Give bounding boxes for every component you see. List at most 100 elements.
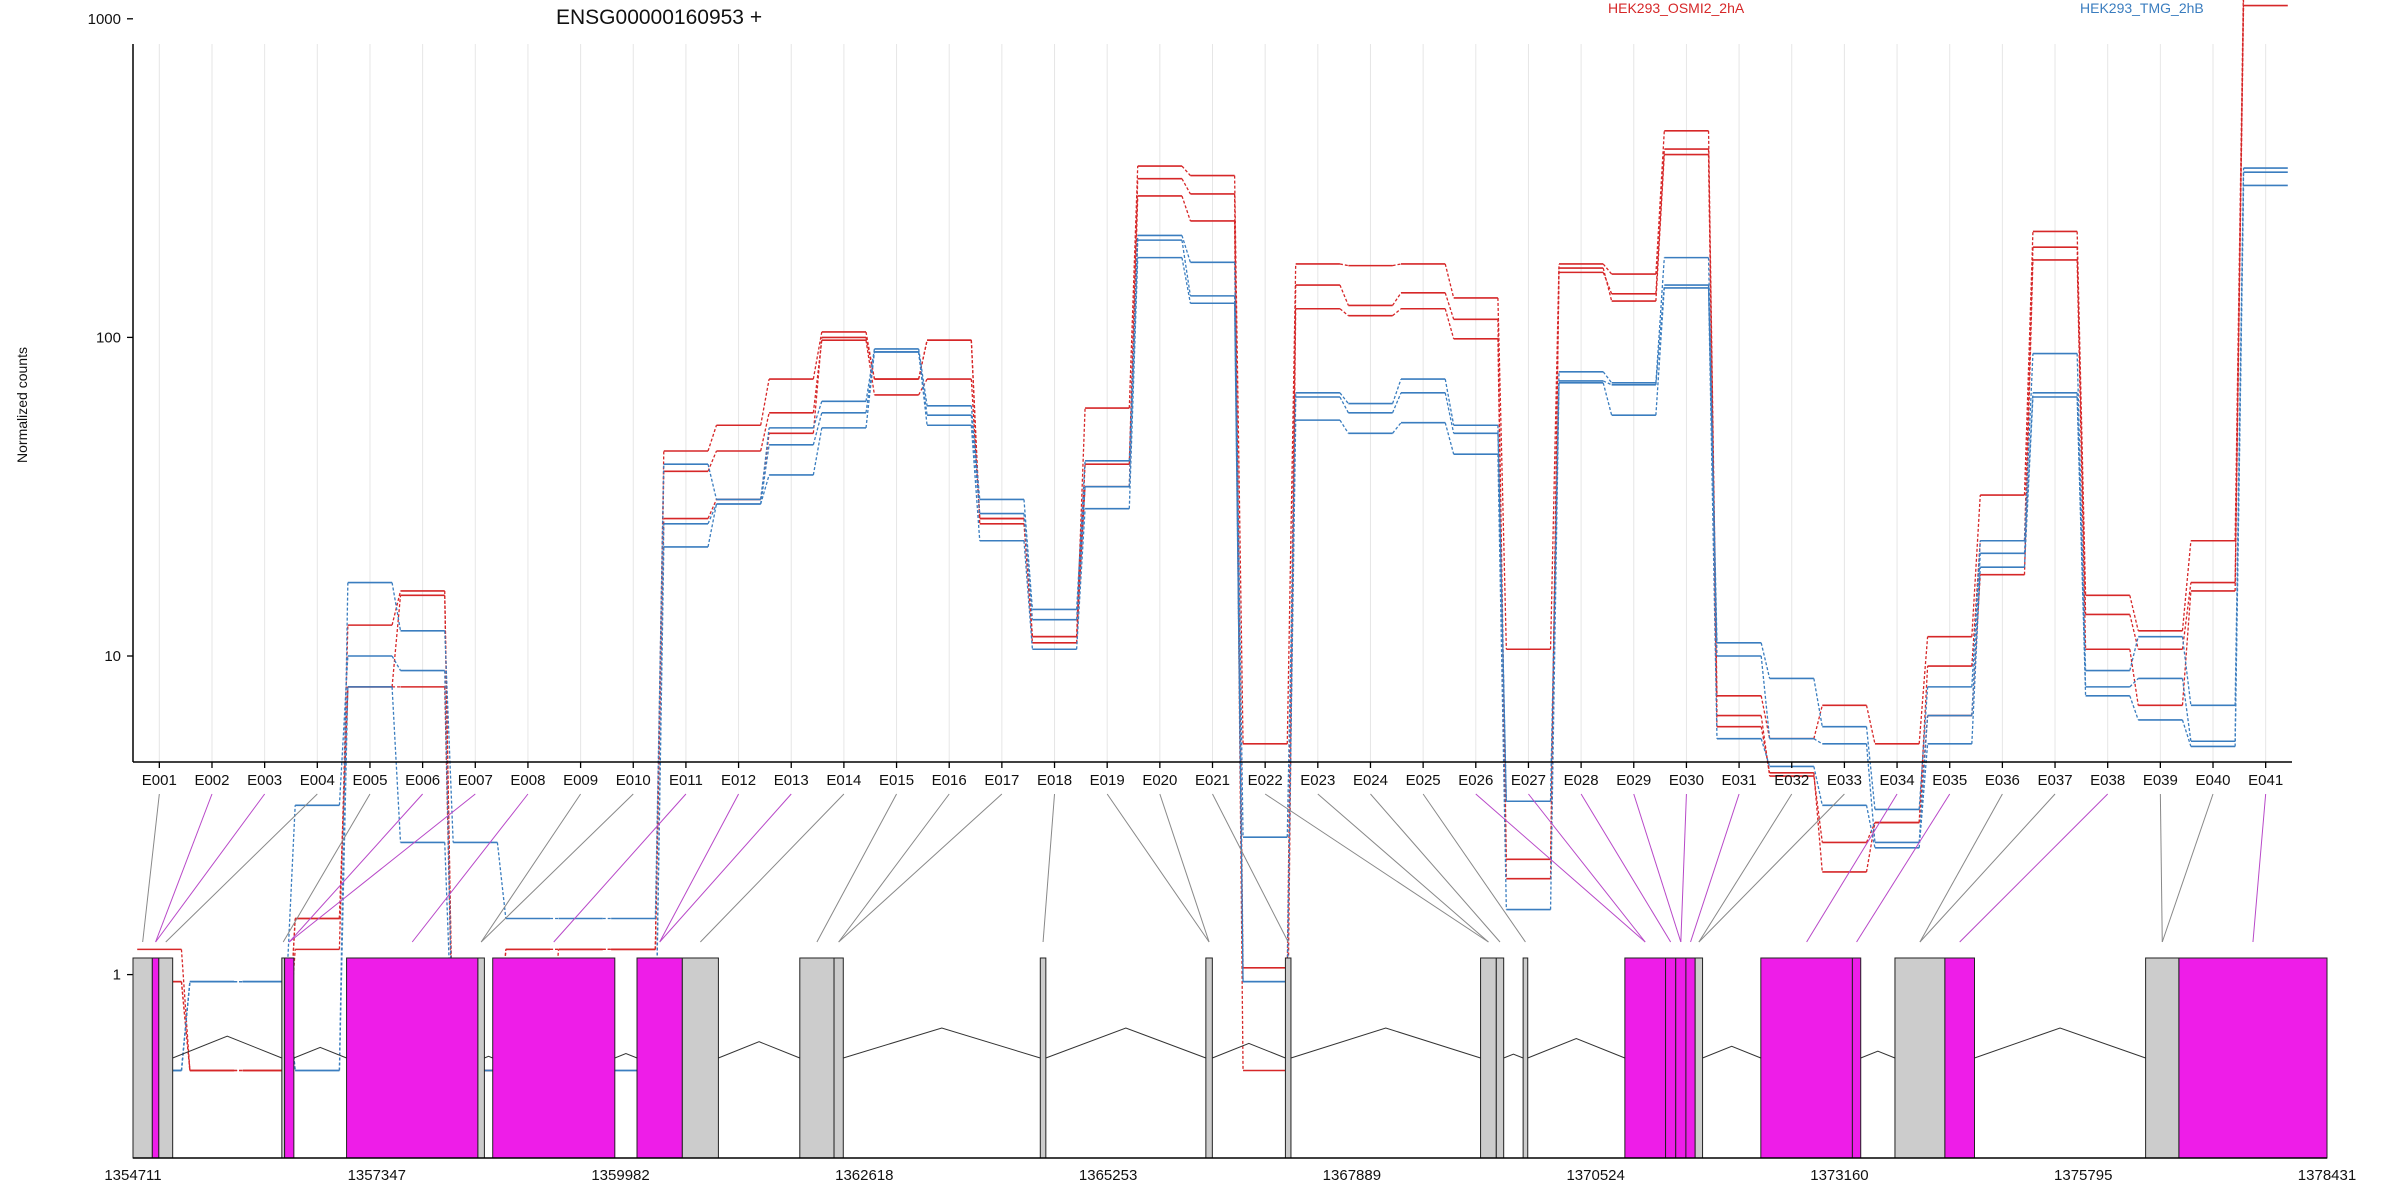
intron-line xyxy=(1503,1053,1524,1059)
bin-label: E025 xyxy=(1406,772,1441,789)
bin-label: E030 xyxy=(1669,772,1704,789)
bin-connector xyxy=(816,793,897,943)
series-connector xyxy=(2234,5,2245,591)
noncoding-block xyxy=(132,957,153,1159)
series-connector xyxy=(1918,636,1929,744)
bin-label: E023 xyxy=(1300,772,1335,789)
genomic-tick-label: 1359982 xyxy=(591,1167,649,1184)
bin-connector xyxy=(1159,793,1210,943)
bin-connector xyxy=(700,793,845,943)
series-connector xyxy=(1707,285,1718,657)
series-connector xyxy=(1971,540,1981,687)
bin-label: E035 xyxy=(1932,772,1967,789)
bin-connector xyxy=(1856,793,1951,943)
bin-label: E007 xyxy=(458,772,493,789)
series-connector xyxy=(1023,540,1034,650)
bin-connector xyxy=(1317,793,1489,943)
series-connector xyxy=(1655,284,1665,385)
series-connector xyxy=(180,949,191,1071)
series-connector xyxy=(1181,240,1192,296)
intron-line xyxy=(1974,1027,2146,1059)
bin-label: E017 xyxy=(984,772,1019,789)
genomic-tick-label: 1362618 xyxy=(835,1167,893,1184)
exon-block xyxy=(1760,957,1853,1159)
series-connector xyxy=(1549,382,1560,910)
series-connector xyxy=(1971,495,1981,637)
series-connector xyxy=(1075,508,1086,650)
bin-connector xyxy=(659,793,740,943)
noncoding-block xyxy=(1039,957,1047,1159)
series-connector xyxy=(707,464,718,500)
series-connector xyxy=(1497,297,1507,650)
series-connector xyxy=(1865,726,1876,810)
series-connector xyxy=(1549,380,1560,802)
series-connector xyxy=(1602,380,1612,386)
genomic-tick-label: 1373160 xyxy=(1810,1167,1868,1184)
series-connector xyxy=(2181,590,2192,706)
bin-label: E026 xyxy=(1458,772,1493,789)
bin-label: E033 xyxy=(1827,772,1862,789)
y-tick-label: 10 xyxy=(104,648,121,665)
noncoding-block xyxy=(1205,957,1213,1159)
series-connector xyxy=(865,337,876,380)
exon-block xyxy=(492,957,616,1159)
intron-line xyxy=(718,1041,800,1059)
bin-label: E006 xyxy=(405,772,440,789)
exon-block xyxy=(1665,957,1677,1159)
series-connector xyxy=(1128,195,1139,487)
bin-connector xyxy=(1580,793,1672,943)
series-connector xyxy=(391,686,402,843)
series-connector xyxy=(1392,308,1402,317)
bin-connector xyxy=(2252,793,2267,943)
genomic-tick-label: 1370524 xyxy=(1566,1167,1624,1184)
series-connector xyxy=(1444,263,1455,299)
series-connector xyxy=(2234,185,2245,747)
series-connector xyxy=(1181,257,1192,304)
bin-label: E027 xyxy=(1511,772,1546,789)
bin-connector xyxy=(1370,793,1501,943)
bin-label: E009 xyxy=(563,772,598,789)
series-connector xyxy=(286,805,296,982)
bin-connector xyxy=(1633,793,1682,943)
series-connector xyxy=(1233,193,1244,968)
series-connector xyxy=(1181,235,1192,263)
series-connector xyxy=(1760,695,1771,739)
intron-line xyxy=(1290,1027,1481,1059)
series-connector xyxy=(1760,642,1771,679)
bin-label: E012 xyxy=(721,772,756,789)
series-connector xyxy=(812,337,823,434)
noncoding-block xyxy=(799,957,835,1159)
genomic-tick-label: 1378431 xyxy=(2298,1167,2356,1184)
intron-line xyxy=(614,1053,638,1059)
series-connector xyxy=(1497,433,1507,802)
series-connector xyxy=(1655,287,1665,416)
bin-label: E008 xyxy=(510,772,545,789)
series-connector xyxy=(1918,743,1929,848)
genomic-tick-label: 1367889 xyxy=(1323,1167,1381,1184)
bin-label: E021 xyxy=(1195,772,1230,789)
series-connector xyxy=(1391,392,1402,414)
exon-block xyxy=(636,957,683,1159)
bin-label: E018 xyxy=(1037,772,1072,789)
noncoding-block xyxy=(1480,957,1497,1159)
series-connector xyxy=(865,340,876,395)
legend-entry-tmg: HEK293_TMG_2hB xyxy=(2080,0,2204,16)
intron-line xyxy=(1212,1042,1286,1059)
series-5 xyxy=(137,184,2288,1072)
series-connector xyxy=(1181,178,1191,195)
series-connector xyxy=(1023,499,1034,610)
series-connector xyxy=(1707,154,1718,727)
bin-label: E005 xyxy=(352,772,387,789)
bin-connector xyxy=(1698,793,1845,943)
series-connector xyxy=(2129,649,2139,706)
series-connector xyxy=(1865,705,1876,744)
series-connector xyxy=(2076,353,2087,671)
series-connector xyxy=(1497,454,1507,910)
bin-connector xyxy=(1919,793,2003,943)
series-connector xyxy=(918,351,928,426)
series-connector xyxy=(496,842,507,919)
series-connector xyxy=(444,686,454,1071)
bin-connector xyxy=(1806,793,1898,943)
series-connector xyxy=(1813,766,1823,806)
bin-connector xyxy=(659,793,792,943)
